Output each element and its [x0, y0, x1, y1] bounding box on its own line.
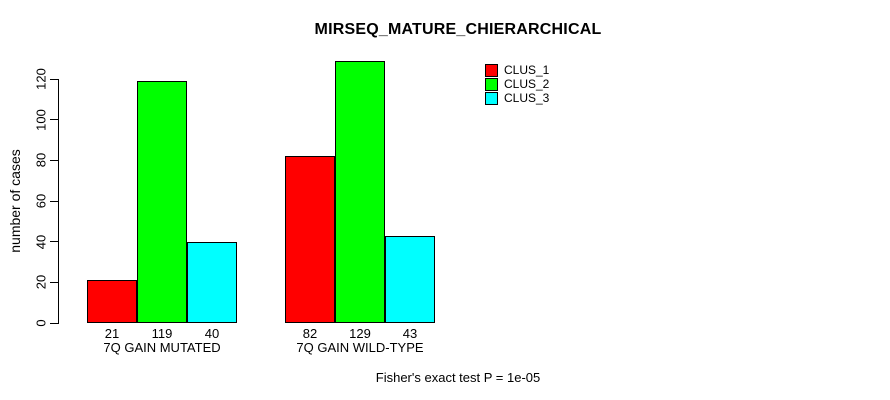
x-category-label-1: 7Q GAIN WILD-TYPE [296, 340, 424, 355]
bar-value-label-clus-3-group-0: 40 [204, 326, 220, 341]
y-tick-label: 100 [33, 108, 49, 131]
bar-value-label-clus-2-group-1: 129 [349, 326, 371, 341]
y-tick-label: 120 [33, 68, 49, 90]
legend-item-clus-2: CLUS_2 [485, 77, 549, 91]
bar-value-label-clus-1-group-1: 82 [302, 326, 318, 341]
bar-value-label-clus-3-group-1: 43 [402, 326, 418, 341]
chart-title: MIRSEQ_MATURE_CHIERARCHICAL [314, 21, 602, 38]
y-tick-label: 60 [33, 193, 49, 209]
y-tick-mark [50, 281, 58, 283]
legend: CLUS_1 CLUS_2 CLUS_3 [485, 63, 549, 105]
y-tick-label: 0 [33, 319, 49, 327]
statistical-test-annotation: Fisher's exact test P = 1e-05 [375, 370, 541, 385]
y-tick-mark [50, 119, 58, 121]
legend-swatch-clus-1 [485, 63, 498, 77]
legend-label-clus-3: CLUS_3 [504, 91, 550, 105]
y-tick-mark [50, 200, 58, 202]
bar-clus-1-group-0 [87, 280, 137, 323]
y-tick-label: 20 [33, 275, 49, 290]
bar-clus-3-group-0 [187, 242, 237, 323]
legend-item-clus-3: CLUS_3 [485, 91, 549, 105]
legend-label-clus-1: CLUS_1 [504, 63, 550, 77]
bar-clus-2-group-1 [335, 61, 385, 323]
y-tick-mark [50, 322, 58, 324]
y-tick-mark [50, 241, 58, 243]
legend-swatch-clus-3 [485, 91, 498, 105]
y-tick-label: 40 [33, 234, 49, 249]
y-axis-line [58, 79, 59, 324]
bar-clus-2-group-0 [137, 81, 187, 323]
bar-clus-3-group-1 [385, 236, 435, 323]
y-tick-label: 80 [33, 153, 49, 168]
legend-item-clus-1: CLUS_1 [485, 63, 549, 77]
y-axis-label: number of cases [7, 149, 23, 253]
legend-swatch-clus-2 [485, 77, 498, 91]
y-tick-mark [50, 78, 58, 80]
legend-label-clus-2: CLUS_2 [504, 77, 550, 91]
y-tick-mark [50, 159, 58, 161]
x-category-label-0: 7Q GAIN MUTATED [103, 340, 221, 355]
bar-value-label-clus-1-group-0: 21 [104, 326, 120, 341]
bar-value-label-clus-2-group-0: 119 [151, 326, 173, 341]
bar-clus-1-group-1 [285, 156, 335, 323]
